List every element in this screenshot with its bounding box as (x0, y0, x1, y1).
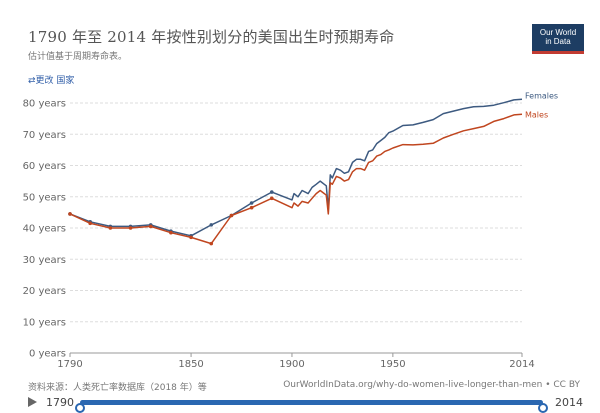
data-point-females (249, 201, 254, 205)
data-point-females (269, 190, 274, 194)
data-point-males (108, 226, 113, 230)
data-point-females (209, 223, 214, 227)
timeline-track[interactable] (75, 400, 548, 413)
x-tick-label: 1950 (380, 359, 405, 370)
y-tick-label: 70 years (23, 130, 66, 141)
series-line-females (69, 98, 523, 237)
data-point-males (229, 213, 234, 218)
data-point-males (169, 230, 173, 235)
timeline-end-handle[interactable] (538, 403, 548, 413)
y-tick-label: 40 years (23, 224, 66, 235)
x-tick-label: 1790 (57, 359, 82, 370)
data-point-males (68, 212, 72, 216)
data-point-males (249, 205, 254, 210)
data-point-males (269, 196, 274, 201)
play-icon[interactable] (28, 397, 37, 407)
timeline-start-handle[interactable] (75, 403, 85, 413)
series-label-males: Males (525, 110, 548, 119)
owid-logo[interactable]: Our World in Data (532, 24, 584, 54)
x-tick-label: 2014 (509, 359, 534, 370)
source-link[interactable]: OurWorldInData.org/why-do-women-live-lon… (283, 380, 580, 390)
chart-title: 1790 年至 2014 年按性别划分的美国出生时预期寿命 (28, 28, 395, 46)
y-tick-label: 20 years (23, 286, 66, 297)
timeline: 1790 2014 (0, 393, 600, 413)
y-tick-label: 30 years (23, 255, 66, 266)
source-note: 资料来源：人类死亡率数据库（2018 年）等 (28, 383, 207, 393)
logo-line1: Our World (539, 28, 577, 37)
x-tick-label: 1900 (279, 359, 304, 370)
life-expectancy-chart: 0 years 10 years 20 years 30 years 40 years 5… (23, 91, 559, 370)
series-line-males (69, 113, 523, 245)
change-country-link[interactable]: ⇄更改 国家 (28, 76, 75, 86)
x-tick-label: 1850 (178, 359, 203, 370)
timeline-end-label: 2014 (555, 396, 583, 409)
y-tick-label: 80 years (23, 99, 66, 110)
logo-line2: in Data (545, 37, 571, 46)
chart-subtitle: 估计值基于周期寿命表。 (28, 52, 128, 62)
data-point-males (189, 235, 193, 240)
data-point-males (128, 226, 133, 230)
data-point-males (209, 241, 214, 246)
series-label-females: Females (525, 91, 558, 100)
data-point-males (88, 221, 92, 226)
y-tick-label: 50 years (23, 192, 66, 203)
y-tick-label: 10 years (23, 317, 66, 328)
data-point-males (148, 224, 153, 229)
y-tick-label: 0 years (29, 349, 66, 360)
timeline-start-label: 1790 (46, 396, 74, 409)
y-tick-label: 60 years (23, 161, 66, 172)
